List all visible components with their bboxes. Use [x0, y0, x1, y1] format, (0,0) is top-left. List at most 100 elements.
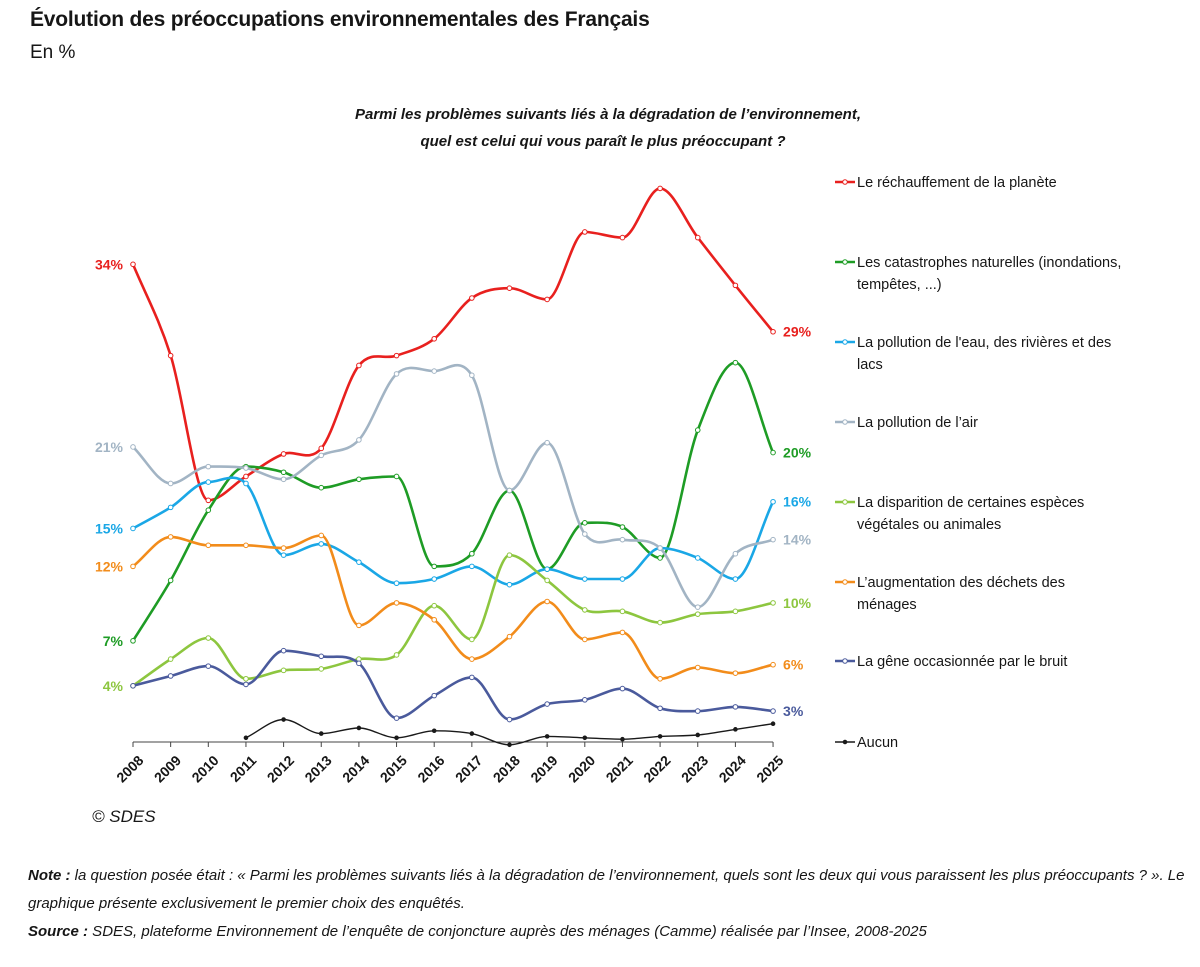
data-point	[280, 476, 287, 483]
start-value-label: 7%	[103, 633, 124, 649]
data-point	[318, 484, 325, 491]
x-tick-label: 2008	[113, 752, 146, 785]
data-point	[732, 282, 739, 289]
source-label: Source :	[28, 923, 89, 940]
data-point	[582, 697, 588, 703]
copyright: © SDES	[92, 807, 156, 826]
data-point	[506, 633, 513, 640]
data-point	[205, 479, 212, 485]
chart-question-line-1: Parmi les problèmes suivants liés à la d…	[355, 106, 861, 123]
data-point	[619, 524, 626, 530]
data-point	[469, 295, 475, 301]
legend-item-aucun: Aucun	[835, 735, 898, 751]
x-tick-label: 2015	[377, 752, 410, 785]
data-point	[694, 555, 701, 561]
data-point	[770, 536, 776, 543]
x-tick-label: 2019	[527, 752, 560, 785]
data-point	[770, 328, 776, 335]
start-value-label: 4%	[103, 678, 124, 694]
data-point	[694, 708, 701, 714]
data-point	[318, 666, 325, 672]
value-labels: 34% 29% 7% 20% 15% 16% 21% 14% 4% 10% 12% 6% 3%	[95, 256, 812, 719]
legend-marker	[842, 259, 848, 265]
data-point	[469, 731, 475, 736]
data-point	[431, 692, 438, 699]
data-point	[394, 735, 399, 741]
data-point	[544, 701, 550, 707]
data-point	[544, 734, 550, 739]
chart-question-line-2: quel est celui qui vous paraît le plus p…	[420, 133, 785, 150]
legend-item-l-augmentation-des-dechets-des-m: L’augmentation des déchets des ménages	[835, 575, 1065, 613]
data-point	[431, 728, 437, 734]
data-point	[318, 653, 325, 660]
x-tick-label: 2022	[640, 752, 673, 785]
legend-marker	[842, 739, 848, 745]
legend-label: Le réchauffement de la planète	[857, 175, 1057, 191]
page-subtitle: En %	[30, 42, 76, 63]
x-tick-label: 2012	[264, 752, 297, 785]
data-point	[318, 445, 325, 452]
data-point	[431, 616, 438, 623]
source-text: SDES, plateforme Environnement de l’enqu…	[88, 923, 927, 940]
legend-label: Aucun	[857, 735, 898, 751]
note-paragraph: Note : la question posée était : « Parmi…	[28, 862, 1188, 918]
x-tick-label: 2009	[151, 752, 184, 785]
end-value-label: 3%	[783, 703, 804, 719]
series-line-les-catastrophes-naturelles-inon	[131, 361, 775, 643]
data-point	[619, 608, 626, 615]
data-point	[167, 673, 174, 679]
data-point	[130, 525, 136, 532]
legend: Le réchauffement de la planète Les catast…	[835, 175, 1121, 751]
data-point	[205, 497, 212, 504]
data-point	[657, 185, 663, 192]
end-value-label: 29%	[783, 324, 812, 340]
x-tick-label: 2024	[716, 752, 749, 785]
legend-item-le-rechauffement-de-la-planete: Le réchauffement de la planète	[835, 175, 1057, 191]
data-point	[582, 531, 588, 537]
legend-marker	[842, 339, 848, 345]
data-point	[619, 685, 626, 692]
note-label: Note :	[28, 867, 71, 884]
data-point	[732, 670, 739, 676]
data-point	[733, 727, 738, 732]
legend-marker	[842, 499, 848, 505]
legend-item-la-pollution-de-l-eau-des-rivier: La pollution de l'eau, des rivières et d…	[835, 335, 1111, 373]
data-point	[167, 534, 174, 540]
data-point	[582, 636, 588, 643]
data-point	[167, 504, 174, 511]
data-point	[280, 647, 287, 654]
data-point	[619, 629, 626, 636]
data-point	[694, 604, 701, 610]
data-point	[393, 473, 400, 480]
data-point	[770, 600, 776, 606]
data-point	[469, 674, 475, 681]
data-point	[130, 261, 136, 268]
end-value-label: 16%	[783, 494, 812, 510]
data-point	[770, 721, 776, 727]
data-point	[694, 427, 701, 433]
data-point	[130, 563, 136, 570]
page-title: Évolution des préoccupations environneme…	[30, 8, 650, 31]
data-point	[582, 520, 588, 526]
data-point	[657, 675, 663, 682]
series-group	[130, 185, 776, 748]
end-value-label: 14%	[783, 532, 812, 548]
data-point	[318, 541, 325, 547]
data-point	[280, 545, 287, 551]
legend-item-la-gene-occasionnee-par-le-bruit: La gêne occasionnée par le bruit	[835, 654, 1067, 670]
data-point	[243, 735, 249, 741]
data-point	[619, 576, 626, 582]
series-line-aucun	[245, 718, 774, 746]
data-point	[620, 736, 625, 742]
data-point	[167, 480, 174, 487]
data-point	[544, 577, 550, 584]
data-point	[506, 552, 513, 558]
data-point	[770, 498, 776, 505]
data-point	[393, 600, 400, 606]
data-point	[469, 550, 475, 557]
legend-label: La pollution de l'eau, des rivières et d…	[857, 335, 1111, 373]
data-point	[732, 550, 739, 557]
x-tick-label: 2014	[339, 752, 372, 785]
data-point	[167, 656, 174, 662]
x-tick-label: 2010	[188, 752, 221, 785]
